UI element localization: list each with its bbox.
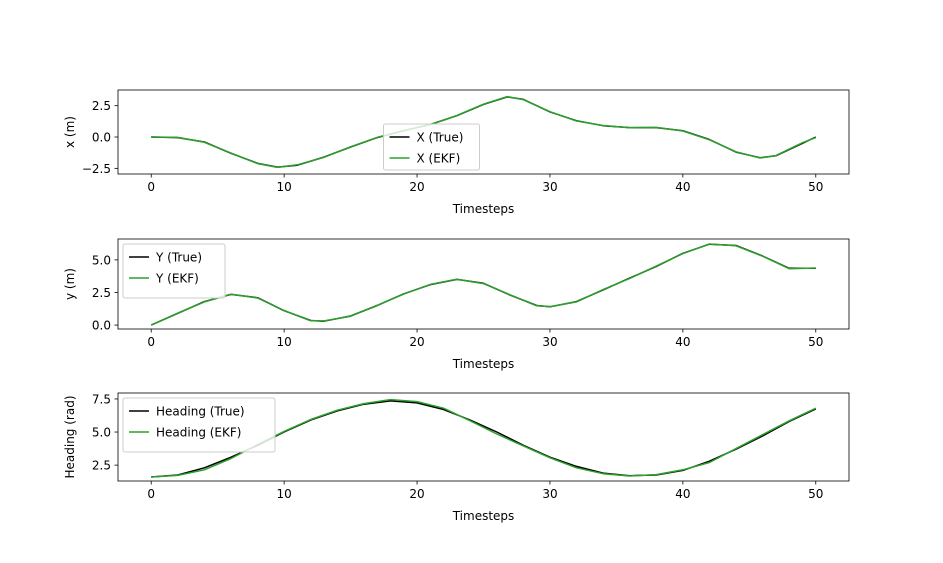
x-tick-label: 10 <box>276 335 291 349</box>
legend-label-2: Y (EKF) <box>155 272 199 286</box>
legend-label-1: Y (True) <box>155 251 202 265</box>
y-tick-label: 7.5 <box>92 392 111 406</box>
y-tick-label: 5.0 <box>92 253 111 267</box>
y-tick-label: 2.5 <box>92 99 111 113</box>
series-line-2 <box>151 95 817 169</box>
x-axis-label: Timesteps <box>452 357 515 371</box>
y-tick-label: 2.5 <box>92 286 111 300</box>
x-tick-label: 40 <box>675 335 690 349</box>
x-axis-label: Timesteps <box>452 509 515 523</box>
y-axis-label: Heading (rad) <box>63 395 77 478</box>
x-tick-label: 10 <box>276 180 291 194</box>
legend-label-2: X (EKF) <box>417 152 461 166</box>
axes-frame <box>117 89 850 175</box>
x-axis-label: Timesteps <box>452 202 515 216</box>
y-tick-label: 2.5 <box>92 459 111 473</box>
x-tick-label: 0 <box>147 180 155 194</box>
x-tick-label: 10 <box>276 487 291 501</box>
x-tick-label: 0 <box>147 487 155 501</box>
series-line-2 <box>150 243 816 326</box>
legend-label-2: Heading (EKF) <box>156 426 241 440</box>
x-tick-label: 30 <box>542 180 557 194</box>
x-tick-label: 30 <box>542 335 557 349</box>
x-tick-label: 40 <box>675 180 690 194</box>
x-tick-label: 0 <box>147 335 155 349</box>
axes-frame <box>117 238 850 330</box>
y-axis-label: y (m) <box>63 268 77 300</box>
series-line-1 <box>151 96 817 168</box>
x-tick-label: 30 <box>542 487 557 501</box>
axes-frame <box>117 392 850 482</box>
subplot-1: 0 10 20 30 40 50 −2.5 0.0 2.5 Timesteps x (m) X (Tr… <box>63 89 850 216</box>
subplot-3: 0 10 20 30 40 50 2.5 5.0 7.5 Timesteps Heading (ra… <box>63 392 850 523</box>
y-tick-label: 5.0 <box>92 426 111 440</box>
subplot-2: 0 10 20 30 40 50 0.0 2.5 5.0 Timesteps y (m) Y (Tru… <box>63 238 850 371</box>
series-line-1 <box>150 243 816 326</box>
y-tick-label: 0.0 <box>92 319 111 333</box>
y-tick-label: 0.0 <box>92 131 111 145</box>
x-tick-label: 20 <box>409 180 424 194</box>
x-tick-label: 40 <box>675 487 690 501</box>
y-tick-label: −2.5 <box>82 162 111 176</box>
legend: Heading (True) Heading (EKF) <box>122 397 276 453</box>
x-tick-label: 20 <box>409 335 424 349</box>
x-tick-label: 50 <box>808 487 823 501</box>
legend: Y (True) Y (EKF) <box>122 243 226 299</box>
legend: X (True) X (EKF) <box>383 123 480 171</box>
legend-label-1: Heading (True) <box>156 405 245 419</box>
legend-label-1: X (True) <box>417 131 464 145</box>
y-axis-label: x (m) <box>63 116 77 148</box>
x-tick-label: 50 <box>808 180 823 194</box>
x-tick-label: 20 <box>409 487 424 501</box>
legend-box <box>122 397 276 453</box>
x-tick-label: 50 <box>808 335 823 349</box>
